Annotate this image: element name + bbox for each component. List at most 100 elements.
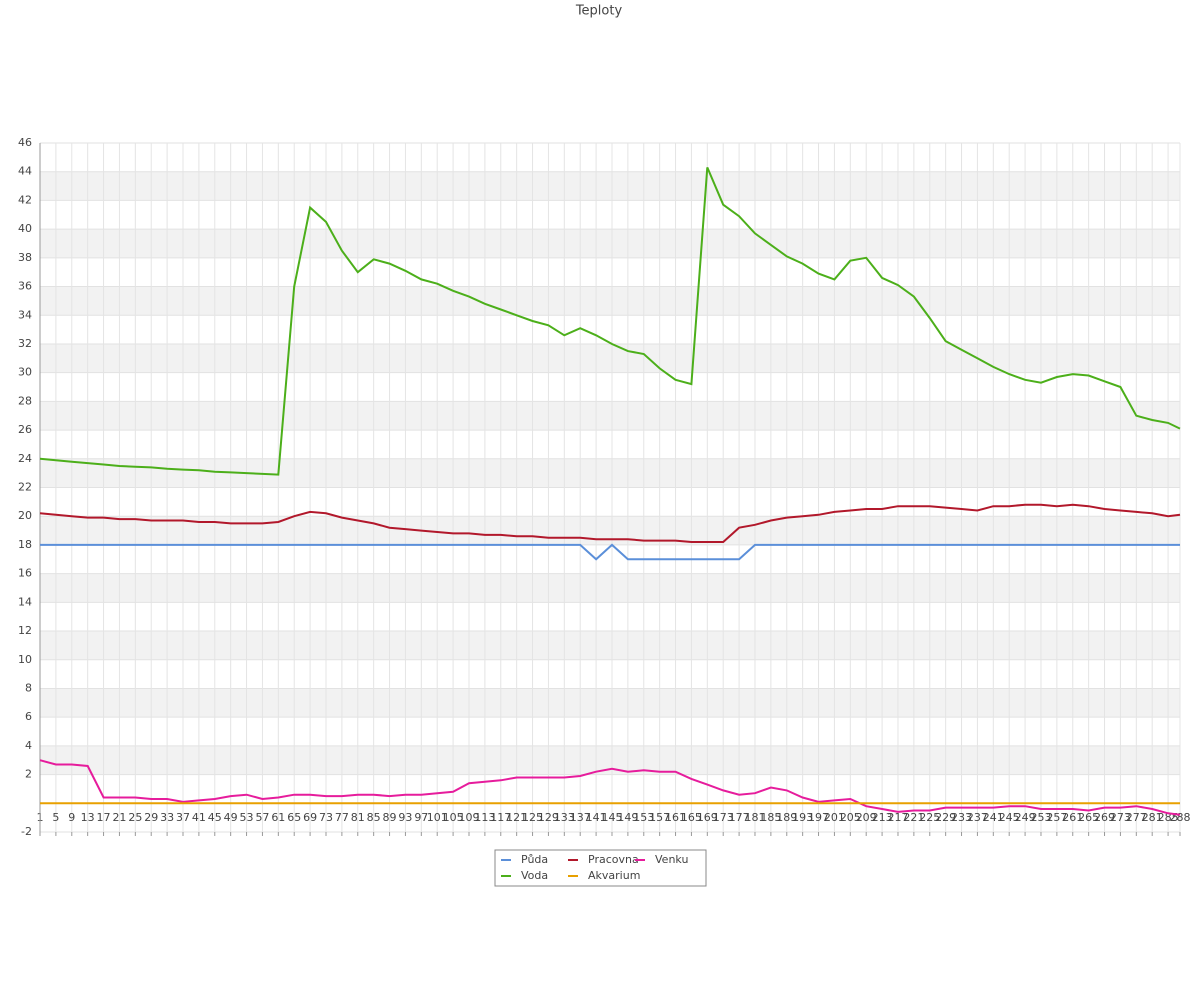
- x-tick-label: 21: [112, 811, 126, 824]
- x-tick-label: 177: [729, 811, 750, 824]
- series-line: [39, 503, 1181, 543]
- grid-band: [40, 401, 1180, 431]
- grid-band: [40, 343, 1180, 373]
- y-tick-label: 16: [18, 567, 32, 580]
- x-tick-label: 41: [192, 811, 206, 824]
- x-tick-label: 281: [1142, 811, 1163, 824]
- y-tick-label: 26: [18, 423, 32, 436]
- chart-title: Teploty: [575, 4, 623, 19]
- y-tick-label: 6: [25, 710, 32, 723]
- x-tick-label: 185: [760, 811, 781, 824]
- x-tick-label: 209: [856, 811, 877, 824]
- legend-box: [494, 849, 707, 887]
- x-tick-label: 221: [903, 811, 924, 824]
- grid-band: [40, 688, 1180, 718]
- x-tick-label: 225: [919, 811, 940, 824]
- x-tick-label: 253: [1030, 811, 1051, 824]
- y-tick-label: 18: [18, 538, 32, 551]
- x-tick-label: 61: [271, 811, 285, 824]
- x-tick-label: 205: [840, 811, 861, 824]
- x-tick-label: 125: [522, 811, 543, 824]
- x-tick-label: 261: [1062, 811, 1083, 824]
- y-tick-label: 46: [18, 136, 32, 149]
- x-tick-label: 269: [1094, 811, 1115, 824]
- x-tick-label: 137: [570, 811, 591, 824]
- x-tick-label: 201: [824, 811, 845, 824]
- x-tick-label: 81: [351, 811, 365, 824]
- y-tick-label: 42: [18, 193, 32, 206]
- y-tick-label: 36: [18, 280, 32, 293]
- grid-band: [40, 573, 1180, 603]
- x-tick-label: 25: [128, 811, 142, 824]
- y-tick-label: 8: [25, 681, 32, 694]
- x-tick-label: 153: [633, 811, 654, 824]
- x-tick-label: 65: [287, 811, 301, 824]
- grid-band: [40, 229, 1180, 258]
- y-tick-label: 30: [18, 366, 32, 379]
- x-tick-label: 45: [208, 811, 222, 824]
- legend-label: Voda: [521, 869, 548, 882]
- x-tick-label: 237: [967, 811, 988, 824]
- x-tick-label: 245: [999, 811, 1020, 824]
- x-tick-label: 145: [601, 811, 622, 824]
- legend: Půda Pracovna Venku Voda Akvarium: [494, 849, 707, 887]
- x-tick-label: 133: [554, 811, 575, 824]
- x-tick-label: 57: [255, 811, 269, 824]
- series-line: [39, 167, 1181, 476]
- x-tick-label: 37: [176, 811, 190, 824]
- x-tick-label: 9: [68, 811, 75, 824]
- grid-band: [40, 171, 1180, 201]
- x-tick-label: 117: [490, 811, 511, 824]
- y-tick-label: 12: [18, 624, 32, 637]
- x-tick-label: 181: [744, 811, 765, 824]
- x-tick-label: 189: [776, 811, 797, 824]
- series-line: [40, 543, 1180, 561]
- x-tick-label: 33: [160, 811, 174, 824]
- x-tick-label: 273: [1110, 811, 1131, 824]
- series-line: [39, 759, 1181, 816]
- x-tick-label: 93: [398, 811, 412, 824]
- y-tick-label: 10: [18, 653, 32, 666]
- x-tick-label: 77: [335, 811, 349, 824]
- y-tick-label: 2: [25, 768, 32, 781]
- x-tick-label: 129: [538, 811, 559, 824]
- legend-label: Venku: [655, 853, 688, 866]
- x-tick-label: 29: [144, 811, 158, 824]
- x-tick-label: 169: [697, 811, 718, 824]
- x-tick-label: 277: [1126, 811, 1147, 824]
- y-tick-label: 14: [18, 595, 32, 608]
- x-tick-label: 141: [586, 811, 607, 824]
- legend-label: Půda: [521, 853, 548, 866]
- x-tick-label: 217: [887, 811, 908, 824]
- y-tick-label: 24: [18, 452, 32, 465]
- x-tick-label: 85: [367, 811, 381, 824]
- x-tick-label: 149: [617, 811, 638, 824]
- x-tick-label: 229: [935, 811, 956, 824]
- x-tick-label: 13: [81, 811, 95, 824]
- grid-band: [40, 631, 1180, 660]
- x-tick-label: 73: [319, 811, 333, 824]
- legend-label: Akvarium: [588, 869, 640, 882]
- x-tick-label: 109: [458, 811, 479, 824]
- x-tick-label: 249: [1015, 811, 1036, 824]
- y-tick-label: 32: [18, 337, 32, 350]
- x-tick-label: 197: [808, 811, 829, 824]
- x-tick-label: 53: [240, 811, 254, 824]
- x-tick-label: 265: [1078, 811, 1099, 824]
- y-tick-label: 22: [18, 481, 32, 494]
- y-tick-label: 34: [18, 308, 32, 321]
- y-tick-label: 28: [18, 394, 32, 407]
- y-tick-label: 38: [18, 251, 32, 264]
- x-tick-label: 89: [383, 811, 397, 824]
- x-tick-label: 233: [951, 811, 972, 824]
- y-tick-label: 20: [18, 509, 32, 522]
- x-tick-label: 121: [506, 811, 527, 824]
- y-tick-label: 44: [18, 165, 32, 178]
- x-tick-label: 17: [97, 811, 111, 824]
- x-tick-label: 241: [983, 811, 1004, 824]
- x-tick-label: 69: [303, 811, 317, 824]
- y-tick-label: 40: [18, 222, 32, 235]
- x-tick-label: 157: [649, 811, 670, 824]
- x-tick-label: 101: [427, 811, 448, 824]
- x-tick-label: 5: [52, 811, 59, 824]
